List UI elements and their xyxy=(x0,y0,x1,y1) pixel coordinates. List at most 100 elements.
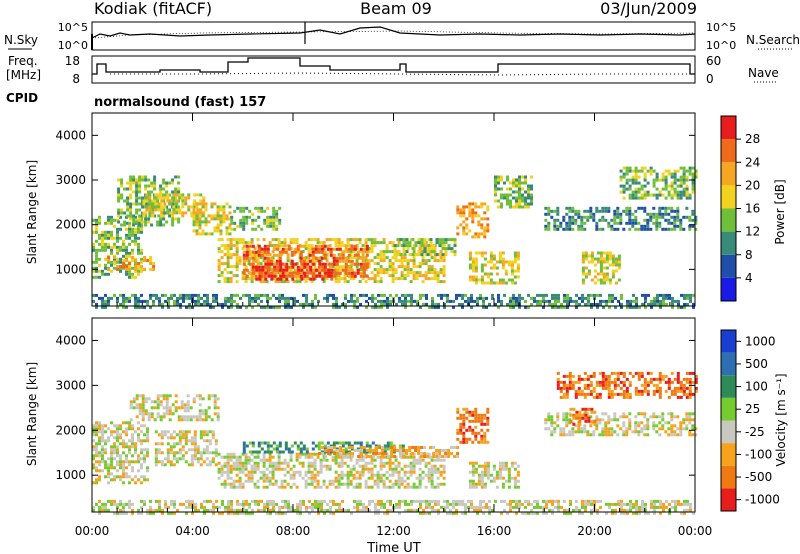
range-cell xyxy=(229,247,233,251)
range-cell xyxy=(361,244,365,248)
range-cell xyxy=(442,470,446,474)
range-cell xyxy=(510,464,514,468)
range-cell xyxy=(610,433,614,437)
range-cell xyxy=(652,215,656,219)
range-cell xyxy=(439,482,443,486)
range-cell xyxy=(274,277,278,281)
range-cell xyxy=(292,280,296,284)
range-cell xyxy=(583,395,587,399)
range-cell xyxy=(403,479,407,483)
range-cell xyxy=(192,220,196,224)
range-cell xyxy=(483,470,487,474)
range-cell xyxy=(110,236,113,240)
range-cell xyxy=(602,266,606,270)
range-cell xyxy=(120,208,124,212)
range-cell xyxy=(524,175,527,179)
range-cell xyxy=(424,262,428,266)
range-cell xyxy=(110,433,113,437)
range-cell xyxy=(192,397,196,401)
range-cell xyxy=(601,215,605,219)
range-cell xyxy=(652,424,656,428)
range-cell xyxy=(637,175,641,179)
range-cell xyxy=(399,455,403,458)
power-colorbar-label: Power [dB] xyxy=(773,179,787,244)
range-cell xyxy=(386,305,389,309)
range-cell xyxy=(242,224,246,228)
range-cell xyxy=(494,178,497,182)
range-cell xyxy=(694,380,698,384)
range-cell xyxy=(134,242,137,246)
range-cell xyxy=(338,305,341,309)
range-cell xyxy=(98,460,101,464)
range-cell xyxy=(235,485,239,489)
range-cell xyxy=(308,302,311,306)
range-cell xyxy=(607,374,611,378)
range-cell xyxy=(471,235,475,239)
range-cell xyxy=(371,441,375,445)
range-cell xyxy=(180,403,184,407)
range-cell xyxy=(199,451,203,455)
range-cell xyxy=(333,452,337,455)
range-cell xyxy=(601,206,605,210)
range-cell xyxy=(217,268,221,272)
range-cell xyxy=(338,441,342,445)
range-cell xyxy=(556,418,560,422)
range-cell xyxy=(281,293,284,297)
range-cell xyxy=(399,253,403,257)
range-cell xyxy=(104,245,107,249)
range-cell xyxy=(178,433,182,437)
range-cell xyxy=(282,274,286,278)
range-cell xyxy=(373,238,377,242)
range-cell xyxy=(551,296,554,300)
range-cell xyxy=(346,280,350,284)
range-cell xyxy=(658,415,662,419)
range-cell xyxy=(217,265,221,269)
range-cell xyxy=(575,416,579,420)
range-cell xyxy=(486,416,490,420)
range-cell xyxy=(637,227,641,231)
range-cell xyxy=(602,278,606,282)
range-cell xyxy=(160,442,164,446)
range-cell xyxy=(385,485,389,489)
range-cell xyxy=(589,433,593,437)
range-cell xyxy=(430,485,434,489)
range-cell xyxy=(459,223,463,227)
range-cell xyxy=(383,444,387,448)
range-cell xyxy=(628,209,632,213)
range-cell xyxy=(104,463,107,467)
range-cell xyxy=(161,305,164,309)
range-cell xyxy=(272,209,276,213)
range-cell xyxy=(128,299,131,303)
range-cell xyxy=(510,260,514,264)
range-cell xyxy=(116,233,119,237)
range-cell xyxy=(197,296,200,300)
range-cell xyxy=(688,380,692,384)
range-cell xyxy=(266,447,270,451)
range-cell xyxy=(151,208,155,212)
range-cell xyxy=(117,211,121,215)
range-cell xyxy=(644,299,647,303)
range-cell xyxy=(676,206,680,210)
range-cell xyxy=(141,175,145,179)
range-cell xyxy=(373,277,377,281)
range-cell xyxy=(353,262,357,266)
range-cell xyxy=(204,217,208,221)
range-cell xyxy=(355,259,359,263)
range-cell xyxy=(272,293,275,297)
range-cell xyxy=(474,266,478,270)
range-cell xyxy=(211,433,215,437)
range-cell xyxy=(278,259,282,263)
range-cell xyxy=(266,296,269,300)
range-cell xyxy=(468,485,472,489)
range-cell xyxy=(439,470,443,474)
range-cell xyxy=(281,247,285,251)
range-cell xyxy=(631,169,635,173)
range-cell xyxy=(190,211,194,215)
range-cell xyxy=(616,221,620,225)
range-cell xyxy=(206,293,209,297)
range-cell xyxy=(453,241,457,245)
range-cell xyxy=(254,450,258,454)
range-cell xyxy=(337,473,341,477)
range-cell xyxy=(311,256,315,260)
range-cell xyxy=(153,418,157,422)
